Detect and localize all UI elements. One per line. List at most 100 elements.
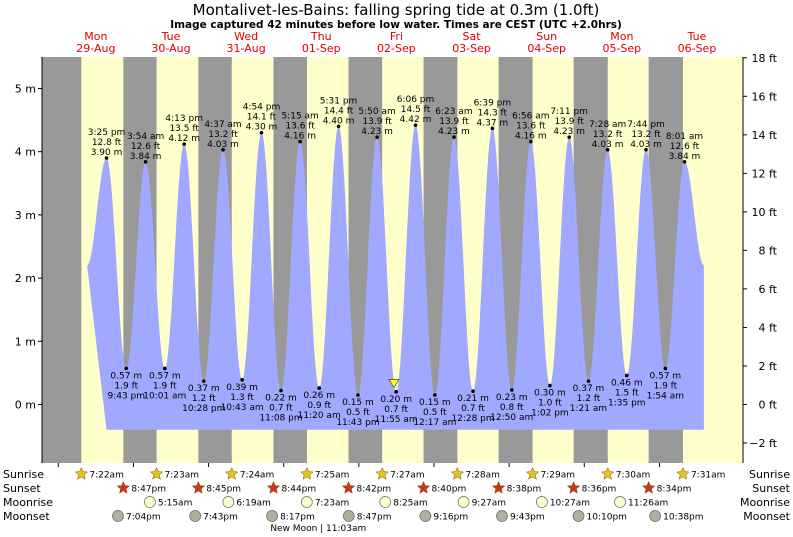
high-tide-point — [529, 139, 533, 144]
day-label-weekday: Sun — [536, 30, 557, 43]
sunset-icon — [266, 480, 281, 494]
sunrise-time: 7:25am — [315, 471, 350, 481]
high-tide-point — [413, 123, 418, 127]
day-label-date: 01-Sep — [302, 42, 341, 55]
sunrise-icon — [149, 466, 164, 480]
sunrise-time: 7:24am — [240, 471, 274, 481]
low-tide-point — [317, 386, 321, 390]
chart-title: Montalivet-les-Bains: falling spring tid… — [193, 1, 600, 19]
low-tide-feet: 1.9 ft — [114, 381, 138, 391]
high-tide-metres: 4.30 m — [246, 123, 278, 133]
sunrise-row-label-left: Sunrise — [3, 468, 44, 481]
moonrise-icon — [614, 496, 626, 508]
sunrise-time: 7:22am — [89, 471, 124, 481]
y-tick-label-ft: 14 ft — [752, 129, 778, 142]
sunset-icon — [566, 480, 581, 494]
low-tide-point — [548, 383, 552, 388]
tide-area — [87, 125, 704, 430]
low-tide-metres: 0.57 m — [149, 371, 181, 381]
low-tide-point — [433, 393, 437, 397]
day-label-date: 29-Aug — [76, 42, 115, 55]
low-tide-point — [162, 366, 167, 371]
high-tide-feet: 12.6 ft — [131, 142, 161, 152]
low-tide-time: 1:02 pm — [531, 409, 569, 419]
low-tide-time: 1:54 am — [647, 391, 684, 401]
sunset-time: 8:47pm — [131, 485, 166, 495]
high-tide-time: 6:23 am — [435, 107, 472, 117]
low-tide-metres: 0.37 m — [188, 384, 220, 394]
low-tide-time: 11:20 am — [298, 411, 341, 421]
high-tide-metres: 4.23 m — [361, 127, 393, 137]
high-tide-metres: 4.03 m — [592, 140, 624, 150]
day-label-weekday: Wed — [234, 30, 258, 43]
high-tide-time: 4:13 pm — [165, 114, 203, 124]
day-label-weekday: Tue — [687, 30, 707, 43]
moonrise-time: 6:19am — [236, 499, 271, 509]
high-tide-time: 6:56 am — [512, 112, 549, 122]
high-tide-time: 8:01 am — [666, 132, 703, 142]
high-tide-feet: 13.2 ft — [631, 130, 661, 140]
moonset-icon — [419, 510, 432, 522]
low-tide-time: 11:08 pm — [259, 414, 302, 424]
high-tide-feet: 13.5 ft — [169, 124, 199, 134]
moonset-icon — [342, 510, 355, 522]
low-tide-point — [240, 378, 244, 382]
high-tide-metres: 4.40 m — [323, 116, 355, 126]
low-tide-feet: 0.7 ft — [269, 404, 293, 414]
high-tide-metres: 4.42 m — [400, 115, 432, 125]
low-tide-metres: 0.15 m — [342, 398, 374, 408]
high-tide-point — [605, 148, 610, 152]
sunset-icon — [341, 480, 356, 494]
high-tide-feet: 14.5 ft — [401, 105, 431, 115]
high-tide-time: 4:37 am — [204, 120, 241, 130]
y-tick-label-ft: 16 ft — [752, 90, 778, 103]
low-tide-metres: 0.20 m — [380, 395, 412, 405]
y-tick-label-ft: 18 ft — [752, 52, 778, 65]
day-label-date: 31-Aug — [227, 42, 266, 55]
low-tide-metres: 0.15 m — [419, 398, 451, 408]
low-tide-feet: 0.9 ft — [307, 401, 331, 411]
sunset-icon — [116, 480, 131, 494]
moonrise-time: 10:27am — [550, 499, 590, 509]
moonrise-time: 9:27am — [472, 499, 507, 509]
high-tide-time: 5:50 am — [358, 107, 395, 117]
low-tide-point — [663, 366, 668, 371]
high-tide-feet: 14.1 ft — [247, 113, 277, 123]
moonrise-icon — [457, 496, 470, 508]
day-label-date: 03-Sep — [452, 42, 491, 55]
high-tide-feet: 13.9 ft — [439, 117, 469, 127]
low-tide-time: 1:21 am — [570, 404, 607, 414]
low-tide-time: 12:50 am — [490, 413, 533, 423]
high-tide-time: 7:44 pm — [627, 120, 665, 130]
high-tide-point — [375, 135, 379, 139]
day-label-date: 30-Aug — [151, 42, 190, 55]
y-tick-label-m: 0 m — [15, 399, 36, 412]
moonset-row-label-left: Moonset — [3, 510, 50, 523]
high-tide-time: 7:28 am — [589, 120, 626, 130]
high-tide-feet: 13.6 ft — [285, 122, 315, 132]
high-tide-feet: 13.2 ft — [208, 130, 238, 140]
low-tide-point — [356, 393, 360, 397]
y-tick-label-m: 3 m — [15, 209, 36, 222]
day-labels: Mon29-AugTue30-AugWed31-AugThu01-SepFri0… — [76, 30, 716, 55]
moonrise-row-label-right: Moonrise — [740, 496, 790, 509]
high-tide-metres: 4.03 m — [207, 140, 239, 150]
y-tick-label-m: 1 m — [15, 335, 36, 348]
y-tick-label-ft: 4 ft — [759, 321, 778, 334]
low-tide-point — [586, 379, 591, 383]
moonset-time: 9:16pm — [433, 513, 468, 523]
low-tide-metres: 0.57 m — [110, 371, 142, 381]
sunrise-icon — [224, 466, 239, 480]
sunrise-icon — [375, 466, 390, 480]
high-tide-point — [143, 160, 148, 164]
day-label-weekday: Thu — [310, 30, 332, 43]
low-tide-metres: 0.57 m — [650, 371, 682, 381]
moonrise-icon — [535, 496, 548, 508]
high-tide-metres: 4.37 m — [477, 118, 509, 128]
moonrise-icon — [300, 496, 313, 508]
moonrise-row-label-left: Moonrise — [3, 496, 53, 509]
day-label-weekday: Mon — [84, 30, 107, 43]
low-tide-metres: 0.46 m — [611, 378, 643, 388]
